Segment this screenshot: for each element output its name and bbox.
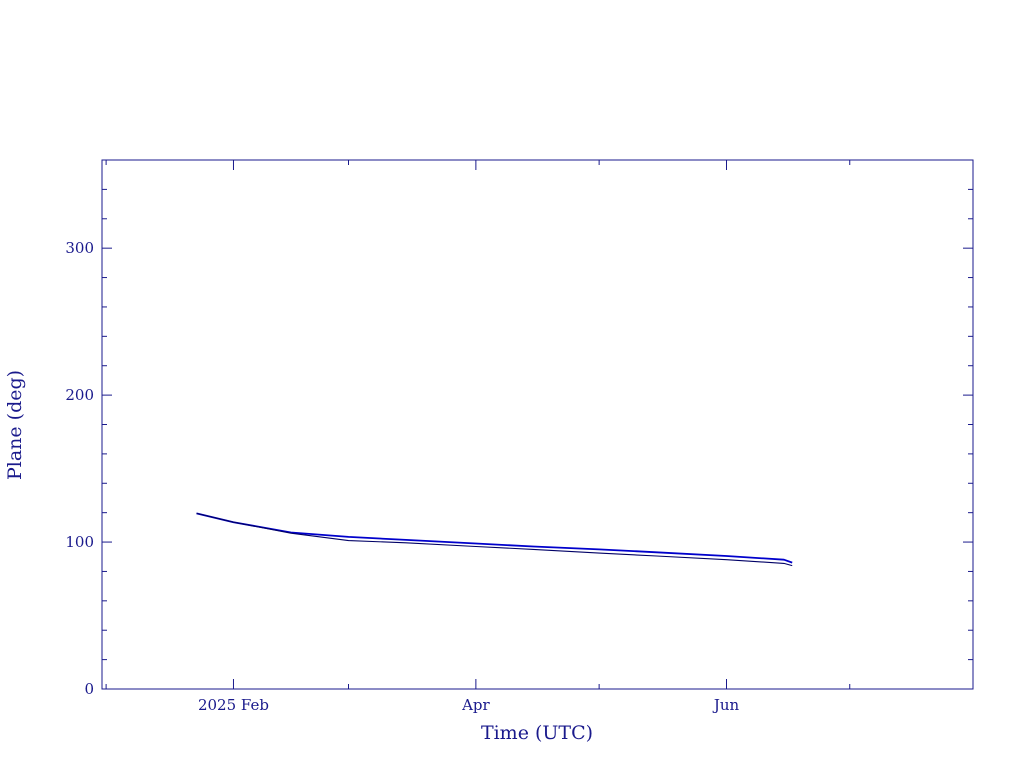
x-tick-label: Apr bbox=[461, 696, 490, 714]
plot-frame bbox=[101, 159, 974, 690]
x-tick-label: Jun bbox=[712, 696, 740, 714]
series-layer bbox=[196, 512, 793, 567]
y-axis-title: Plane (deg) bbox=[4, 370, 26, 480]
series-line-2 bbox=[196, 512, 793, 567]
axis-ticks bbox=[102, 159, 973, 690]
y-tick-label: 200 bbox=[65, 386, 94, 404]
axis-tick-labels: 0 100 200 300 2025 Feb Apr Jun bbox=[65, 239, 739, 714]
series-line-1 bbox=[196, 512, 793, 564]
y-tick-label: 300 bbox=[65, 239, 94, 257]
x-tick-label: 2025 Feb bbox=[198, 696, 269, 714]
y-tick-label: 0 bbox=[84, 680, 94, 698]
x-axis-title: Time (UTC) bbox=[481, 722, 593, 744]
y-tick-label: 100 bbox=[65, 533, 94, 551]
